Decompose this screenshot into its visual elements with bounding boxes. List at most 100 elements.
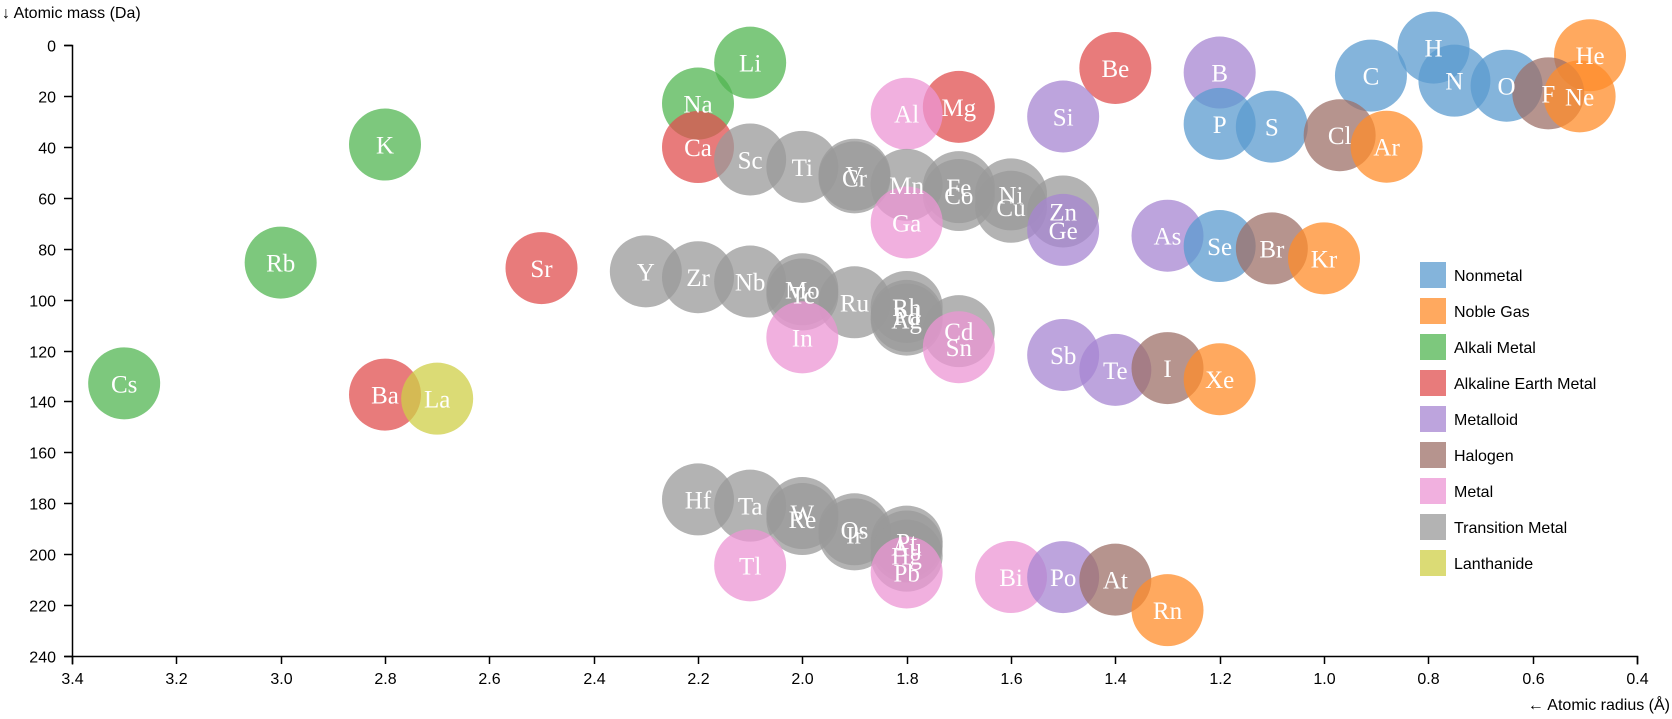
y-tick-label: 40 <box>38 141 56 158</box>
bubble-kr <box>1288 222 1360 295</box>
y-tick-label: 20 <box>38 90 56 107</box>
bubble-label-nb: Nb <box>735 270 766 297</box>
bubble-label-ba: Ba <box>371 383 399 410</box>
bubble-label-cl: Cl <box>1328 123 1352 150</box>
bubble-label-ir: Ir <box>846 522 863 549</box>
bubble-label-ni: Ni <box>999 182 1024 209</box>
bubble-label-se: Se <box>1207 234 1232 261</box>
bubble-label-fe: Fe <box>946 175 971 202</box>
bubble-label-cr: Cr <box>842 165 868 192</box>
bubble-label-ga: Ga <box>892 211 921 238</box>
bubble-rn <box>1131 574 1204 647</box>
bubble-label-p: P <box>1213 112 1227 139</box>
x-tick-label: 3.4 <box>61 671 83 688</box>
bubble-label-v: V <box>845 163 863 190</box>
y-tick-label: 180 <box>29 497 56 514</box>
bubble-la <box>401 362 474 435</box>
bubble-si <box>1027 80 1100 153</box>
bubble-label-xe: Xe <box>1205 367 1234 394</box>
bubble-label-be: Be <box>1101 56 1129 83</box>
bubble-te <box>1079 333 1152 406</box>
y-tick-label: 160 <box>29 446 56 463</box>
bubble-label-y: Y <box>637 259 655 286</box>
legend-swatch-nonmetal <box>1420 262 1446 288</box>
bubble-label-tl: Tl <box>739 553 761 580</box>
bubble-label-h: H <box>1425 36 1443 63</box>
bubble-label-br: Br <box>1259 236 1285 263</box>
bubble-k <box>349 108 421 181</box>
bubble-label-b: B <box>1211 61 1228 88</box>
legend-swatch-halogen <box>1420 442 1446 468</box>
bubble-label-zn: Zn <box>1049 199 1077 226</box>
bubble-n <box>1418 44 1491 117</box>
x-tick-label: 2.6 <box>478 671 500 688</box>
y-tick-label: 100 <box>29 294 56 311</box>
bubble-label-te: Te <box>1103 358 1128 385</box>
x-tick-label: 1.6 <box>1000 671 1022 688</box>
bubble-s <box>1235 90 1308 163</box>
legend-swatch-transition-metal <box>1420 514 1446 540</box>
bubble-label-na: Na <box>683 92 712 119</box>
bubble-sr <box>505 232 578 305</box>
bubble-label-hf: Hf <box>685 487 712 514</box>
data-point-labels: H He Li Be B C N O F Ne Na Mg Al Si P S Cl Ar K Ca Sc Ti VCr Mn… <box>111 36 1605 626</box>
bubble-xe <box>1183 343 1256 416</box>
bubble-label-mo: Mo <box>785 277 820 304</box>
x-tick-label: 0.8 <box>1417 671 1439 688</box>
legend-swatch-noble-gas <box>1420 298 1446 324</box>
bubble-zr <box>662 241 734 314</box>
bubble-label-pt: Pt <box>896 530 917 557</box>
bubble-ga <box>870 186 943 259</box>
x-tick-label: 1.8 <box>896 671 918 688</box>
bubble-label-co: Co <box>944 183 973 210</box>
bubble-pb <box>870 536 943 609</box>
y-tick-label: 240 <box>29 650 56 667</box>
bubble-label-bi: Bi <box>999 565 1023 592</box>
x-tick-label: 0.4 <box>1626 671 1648 688</box>
legend-swatch-metal <box>1420 478 1446 504</box>
bubble-c <box>1334 39 1407 112</box>
bubble-al <box>870 77 943 150</box>
bubble-ar <box>1350 110 1423 183</box>
bubble-label-ru: Ru <box>840 290 870 317</box>
bubble-b <box>1183 36 1256 109</box>
x-axis-title: ← Atomic radius (Å) <box>1528 695 1670 714</box>
legend-label-halogen: Halogen <box>1454 448 1514 465</box>
bubble-label-hg: Hg <box>891 544 922 571</box>
bubble-label-w: W <box>791 501 815 528</box>
x-tick-label: 2.4 <box>583 671 605 688</box>
legend-label-metal: Metal <box>1454 484 1493 501</box>
x-tick-label: 2.8 <box>374 671 396 688</box>
bubble-label-cu: Cu <box>996 195 1026 222</box>
bubble-label-mn: Mn <box>889 173 924 200</box>
bubble-label-rb: Rb <box>266 251 295 278</box>
bubble-li <box>714 26 787 99</box>
bubble-label-zr: Zr <box>686 265 710 292</box>
bubble-label-po: Po <box>1050 565 1076 592</box>
bubble-label-ne: Ne <box>1565 84 1594 111</box>
y-axis-title: ↓ Atomic mass (Da) <box>2 5 141 22</box>
bubble-label-kr: Kr <box>1311 246 1338 273</box>
x-tick-label: 3.2 <box>165 671 187 688</box>
bubble-label-re: Re <box>788 507 816 534</box>
bubble-label-o: O <box>1498 74 1516 101</box>
legend-swatch-alkali-metal <box>1420 334 1446 360</box>
bubble-ne <box>1543 60 1616 133</box>
y-tick-label: 140 <box>29 395 56 412</box>
legend-label-metalloid: Metalloid <box>1454 412 1518 429</box>
bubble-label-sb: Sb <box>1050 343 1076 370</box>
bubble-label-as: As <box>1154 224 1182 251</box>
bubble-label-cd: Cd <box>944 319 974 346</box>
bubble-ge <box>1027 193 1100 266</box>
bubble-tl <box>714 529 787 602</box>
bubble-sn <box>922 311 995 384</box>
x-tick-label: 1.2 <box>1209 671 1231 688</box>
y-axis: 0 20 40 60 80 100 120 140 160 180 200 220 240 <box>29 39 74 667</box>
y-tick-label: 220 <box>29 599 56 616</box>
bubble-label-rn: Rn <box>1153 598 1183 625</box>
bubble-hf <box>662 463 734 536</box>
bubble-label-k: K <box>376 133 394 160</box>
y-tick-label: 120 <box>29 345 56 362</box>
legend-label-alkaline-earth-metal: Alkaline Earth Metal <box>1454 376 1596 393</box>
bubble-label-ag: Ag <box>891 308 922 335</box>
